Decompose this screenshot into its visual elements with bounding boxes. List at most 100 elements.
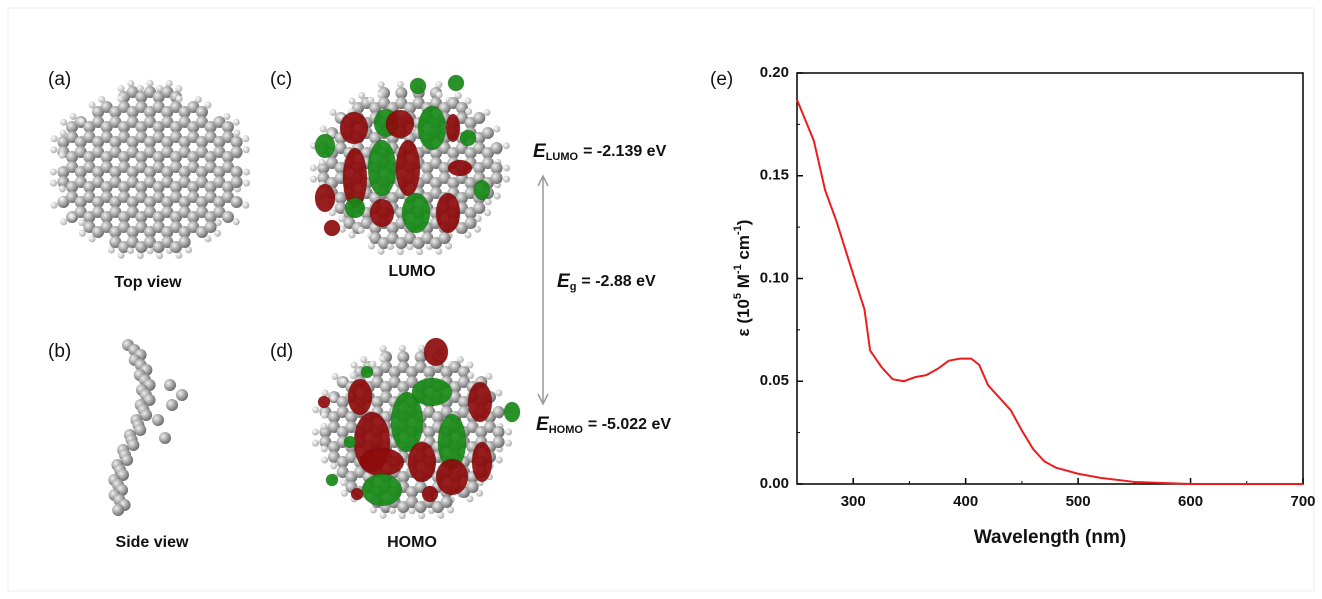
c-atom [66,181,79,193]
c-atom [412,97,425,109]
h-atom [367,242,375,250]
c-atom [230,146,243,158]
h-atom [214,219,222,227]
c-atom [464,117,477,129]
orbital-lobe [471,441,493,483]
y-label-part: ) [734,220,753,226]
c-atom [143,394,156,406]
c-atom [473,142,486,154]
c-atom [464,147,477,159]
orbital-lobe [401,192,431,234]
c-atom [121,454,134,466]
c-atom [447,177,460,189]
c-atom [221,151,234,163]
panel-label: (d) [270,341,293,362]
c-atom [455,222,468,234]
c-atom [464,207,477,219]
orbital-lobe [395,139,421,197]
c-atom [464,187,477,199]
c-atom [380,381,393,393]
c-atom [161,166,174,178]
c-atom [187,121,200,133]
c-atom [473,112,486,124]
axes: 0.00 0.05 0.10 0.15 0.20 300 400 500 600 700 [760,64,1316,510]
c-atom [74,176,87,188]
h-atom [466,361,474,369]
c-atom [447,147,460,159]
h-atom [447,506,455,514]
orbital-lobe [459,129,477,147]
c-atom [492,426,505,438]
subscript: LUMO [546,151,579,163]
h-atom [377,81,385,89]
c-atom [221,131,234,143]
c-atom [109,166,122,178]
c-atom [83,151,96,163]
h-atom [69,112,77,120]
h-atom [146,79,154,87]
c-atom [438,232,451,244]
c-atom [144,176,156,188]
c-atom [100,121,113,133]
c-atom [221,161,234,173]
orbital-lobe [467,381,493,423]
c-atom [319,436,332,448]
orbital-lobe [314,133,336,159]
c-atom [204,131,217,143]
c-atom [429,177,442,189]
c-atom [166,399,178,411]
c-atom [169,241,182,253]
c-atom [109,226,122,238]
c-atom [92,146,105,158]
c-atom [386,222,399,234]
c-atom [187,211,200,223]
h-atom [340,479,348,487]
c-atom [187,101,200,113]
c-atom [135,131,148,143]
c-atom [404,232,416,244]
orbital-lobe [390,391,424,453]
c-atom [135,121,148,133]
c-atom [169,161,182,173]
h-atom [117,85,125,93]
c-atom [161,106,174,118]
c-atom [328,411,341,423]
caption: LUMO [388,263,435,280]
c-atom [334,192,347,204]
c-atom [457,376,470,388]
c-atom [449,391,462,403]
h-atom [243,179,251,187]
h-atom [437,511,445,519]
c-atom [457,406,470,418]
c-atom [169,181,182,193]
h-atom [50,201,58,209]
c-atom [204,151,217,163]
c-atom [221,121,234,133]
energy-label: Eg = -2.88 eV [557,271,656,293]
y-label-part: ε (10 [734,299,753,336]
h-atom [175,95,183,103]
c-atom [109,236,122,248]
h-atom [398,344,406,352]
h-atom [485,372,493,380]
h-atom [476,489,484,497]
h-atom [465,108,473,116]
c-atom [371,396,384,408]
c-atom [169,131,182,143]
h-atom [418,512,426,520]
c-atom [135,221,148,233]
c-atom [83,191,96,203]
h-atom [396,248,404,256]
c-atom [395,237,408,249]
c-atom [161,226,174,238]
energy-value: = -5.022 eV [588,416,672,433]
c-atom [431,411,444,423]
c-atom [126,196,139,208]
c-atom [221,211,234,223]
c-atom [455,102,468,114]
c-atom [57,176,70,188]
c-atom [328,451,341,463]
orbital-lobe [409,77,427,95]
h-atom [505,428,513,436]
c-atom [74,206,87,218]
